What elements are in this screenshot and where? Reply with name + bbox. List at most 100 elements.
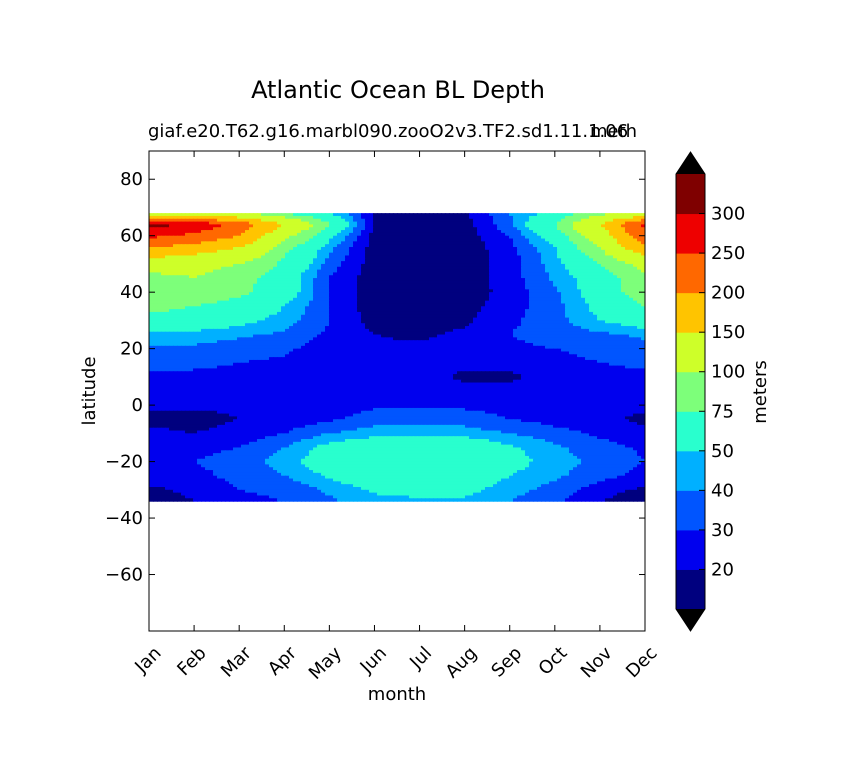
contour-cell bbox=[441, 261, 446, 265]
contour-cell bbox=[409, 272, 414, 276]
contour-cell bbox=[433, 289, 438, 293]
contour-cell bbox=[349, 249, 354, 254]
contour-cell bbox=[637, 218, 642, 223]
contour-cell bbox=[421, 247, 426, 251]
contour-cell bbox=[445, 261, 450, 265]
contour-cell bbox=[401, 292, 406, 296]
contour-cell bbox=[293, 280, 298, 285]
contour-cell bbox=[217, 283, 222, 288]
contour-cell bbox=[485, 269, 490, 274]
contour-cell bbox=[641, 247, 645, 251]
contour-cell bbox=[249, 244, 254, 248]
contour-cell bbox=[297, 218, 302, 223]
contour-cell bbox=[269, 235, 274, 240]
contour-cell bbox=[309, 278, 314, 282]
contour-cell bbox=[629, 286, 634, 290]
contour-cell bbox=[589, 263, 594, 268]
contour-cell bbox=[345, 289, 350, 293]
contour-cell bbox=[629, 224, 634, 228]
contour-cell bbox=[237, 300, 242, 305]
contour-cell bbox=[229, 297, 234, 302]
contour-cell bbox=[241, 272, 246, 276]
contour-cell bbox=[189, 295, 194, 299]
contour-cell bbox=[341, 241, 346, 245]
contour-cell bbox=[173, 261, 178, 265]
contour-cell bbox=[601, 238, 606, 242]
contour-cell bbox=[477, 235, 482, 240]
contour-cell bbox=[177, 238, 182, 242]
contour-cell bbox=[633, 230, 638, 234]
contour-cell bbox=[521, 283, 526, 288]
contour-cell bbox=[445, 252, 450, 257]
contour-cell bbox=[241, 244, 246, 248]
contour-cell bbox=[269, 289, 274, 293]
contour-cell bbox=[629, 247, 634, 251]
contour-cell bbox=[225, 289, 230, 293]
contour-cell bbox=[269, 238, 274, 242]
contour-cell bbox=[465, 258, 470, 262]
contour-cell bbox=[149, 263, 154, 268]
contour-cell bbox=[365, 283, 370, 288]
contour-cell bbox=[613, 213, 618, 217]
contour-cell bbox=[177, 275, 182, 279]
contour-cell bbox=[413, 232, 418, 237]
contour-cell bbox=[177, 272, 182, 276]
contour-cell bbox=[417, 230, 422, 234]
contour-cell bbox=[377, 258, 382, 262]
contour-cell bbox=[465, 295, 470, 299]
contour-cell bbox=[409, 280, 414, 285]
contour-cell bbox=[265, 213, 270, 217]
contour-cell bbox=[501, 297, 506, 302]
contour-cell bbox=[529, 261, 534, 265]
contour-cell bbox=[465, 261, 470, 265]
contour-cell bbox=[369, 230, 374, 234]
contour-cell bbox=[577, 275, 582, 279]
contour-cell bbox=[317, 255, 322, 259]
contour-cell bbox=[389, 215, 394, 220]
contour-cell bbox=[453, 224, 458, 228]
contour-cell bbox=[521, 272, 526, 276]
contour-cell bbox=[365, 280, 370, 285]
contour-cell bbox=[253, 224, 258, 228]
contour-cell bbox=[573, 286, 578, 290]
contour-cell bbox=[357, 218, 362, 223]
contour-cell bbox=[593, 235, 598, 240]
contour-cell bbox=[617, 221, 622, 226]
contour-cell bbox=[241, 278, 246, 282]
contour-cell bbox=[613, 252, 618, 257]
contour-cell bbox=[573, 266, 578, 271]
contour-cell bbox=[605, 244, 610, 248]
contour-cell bbox=[453, 272, 458, 276]
contour-cell bbox=[349, 292, 354, 296]
contour-cell bbox=[361, 278, 366, 282]
contour-cell bbox=[149, 261, 154, 265]
contour-cell bbox=[577, 218, 582, 223]
contour-cell bbox=[153, 292, 158, 296]
contour-cell bbox=[385, 230, 390, 234]
contour-cell bbox=[397, 238, 402, 242]
contour-cell bbox=[549, 224, 554, 228]
contour-cell bbox=[285, 286, 290, 290]
contour-cell bbox=[469, 269, 474, 274]
contour-cell bbox=[265, 292, 270, 296]
contour-cell bbox=[637, 227, 642, 231]
contour-cell bbox=[193, 244, 198, 248]
contour-cell bbox=[245, 266, 250, 271]
contour-cell bbox=[561, 230, 566, 234]
contour-cell bbox=[601, 227, 606, 231]
contour-cell bbox=[429, 258, 434, 262]
contour-cell bbox=[353, 249, 358, 254]
contour-cell bbox=[393, 280, 398, 285]
contour-cell bbox=[629, 213, 634, 217]
contour-cell bbox=[457, 247, 462, 251]
contour-cell bbox=[621, 235, 626, 240]
contour-cell bbox=[153, 263, 158, 268]
contour-cell bbox=[201, 249, 206, 254]
contour-cell bbox=[249, 252, 254, 257]
contour-cell bbox=[333, 258, 338, 262]
contour-cell bbox=[461, 266, 466, 271]
contour-cell bbox=[421, 289, 426, 293]
contour-cell bbox=[297, 283, 302, 288]
contour-cell bbox=[205, 286, 210, 290]
contour-cell bbox=[225, 292, 230, 296]
